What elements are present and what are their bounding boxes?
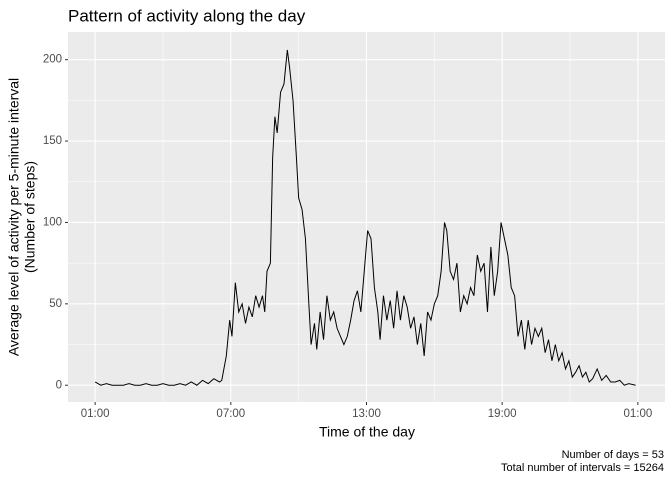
y-tick-label: 100 xyxy=(43,216,62,228)
caption: Total number of intervals = 15264 xyxy=(501,462,664,474)
y-axis-title: (Number of steps) xyxy=(22,161,38,273)
y-tick-label: 50 xyxy=(49,298,62,310)
y-axis-title: Average level of activity per 5-minute i… xyxy=(6,78,22,356)
y-tick-label: 0 xyxy=(56,379,62,391)
y-tick-label: 200 xyxy=(43,54,62,66)
x-axis-title: Time of the day xyxy=(319,424,415,440)
x-tick-label: 01:00 xyxy=(623,408,652,420)
x-tick-label: 19:00 xyxy=(488,408,517,420)
x-tick-label: 07:00 xyxy=(216,408,245,420)
activity-line xyxy=(94,49,636,386)
caption: Number of days = 53 xyxy=(562,449,664,461)
y-tick-label: 150 xyxy=(43,135,62,147)
x-tick-label: 13:00 xyxy=(352,408,381,420)
x-tick-label: 01:00 xyxy=(81,408,110,420)
chart-title: Pattern of activity along the day xyxy=(68,6,306,25)
